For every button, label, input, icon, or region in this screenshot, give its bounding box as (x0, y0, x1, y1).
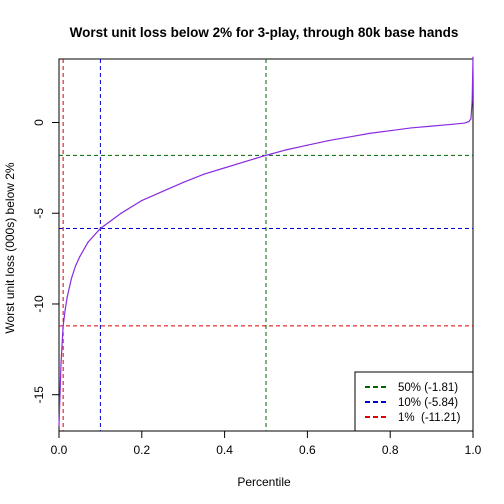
data-point (286, 149, 288, 151)
x-axis-label: Percentile (237, 475, 291, 489)
data-point (244, 160, 246, 163)
data-point (451, 123, 453, 125)
data-point (468, 121, 470, 123)
data-point (87, 241, 89, 243)
data-point (431, 125, 433, 127)
x-tick-label: 0.0 (51, 443, 68, 457)
x-tick-label: 0.2 (133, 443, 150, 457)
x-tick-label: 0.6 (299, 443, 316, 457)
plot-area: 0.0 0.2 0.4 0.6 0.8 1.0 -15 -10 -5 0 50% (-1.81) 10… (32, 56, 482, 457)
y-tick-label: -15 (32, 386, 46, 404)
data-point (471, 100, 473, 102)
y-tick-label: -10 (32, 295, 46, 313)
data-point (59, 399, 61, 401)
data-point (182, 181, 184, 183)
data-point (327, 140, 329, 142)
data-point (368, 132, 371, 134)
data-point (306, 144, 308, 146)
data-point (60, 361, 62, 363)
data-point (70, 277, 73, 280)
data-point (66, 296, 68, 298)
y-tick-label: 0 (32, 119, 46, 126)
data-point (141, 199, 143, 202)
data-point (470, 118, 472, 120)
data-point (389, 130, 391, 132)
legend-label: 10% (-5.84) (398, 397, 458, 409)
legend-label: 50% (-1.81) (398, 382, 458, 394)
data-point (120, 212, 122, 214)
data-point (265, 154, 267, 156)
data-point (74, 265, 77, 267)
legend-label: 1% (-11.21) (398, 412, 461, 424)
x-tick-label: 0.8 (382, 443, 399, 457)
data-point (410, 127, 412, 129)
data-point (348, 136, 350, 138)
y-axis-label: Worst unit loss (000s) below 2% (3, 162, 17, 334)
x-tick-label: 0.4 (216, 443, 233, 457)
data-point (161, 190, 164, 193)
data-point (464, 122, 466, 124)
data-point (472, 56, 474, 58)
x-tick-label: 1.0 (465, 443, 482, 457)
y-tick-label: -5 (32, 208, 46, 219)
data-point (64, 308, 66, 311)
data-point (62, 325, 64, 327)
data-point (203, 173, 205, 175)
data-point (99, 227, 101, 230)
data-point (79, 256, 81, 258)
data-point (224, 167, 226, 169)
data-point (58, 424, 60, 427)
chart-title: Worst unit loss below 2% for 3-play, thr… (70, 25, 459, 40)
